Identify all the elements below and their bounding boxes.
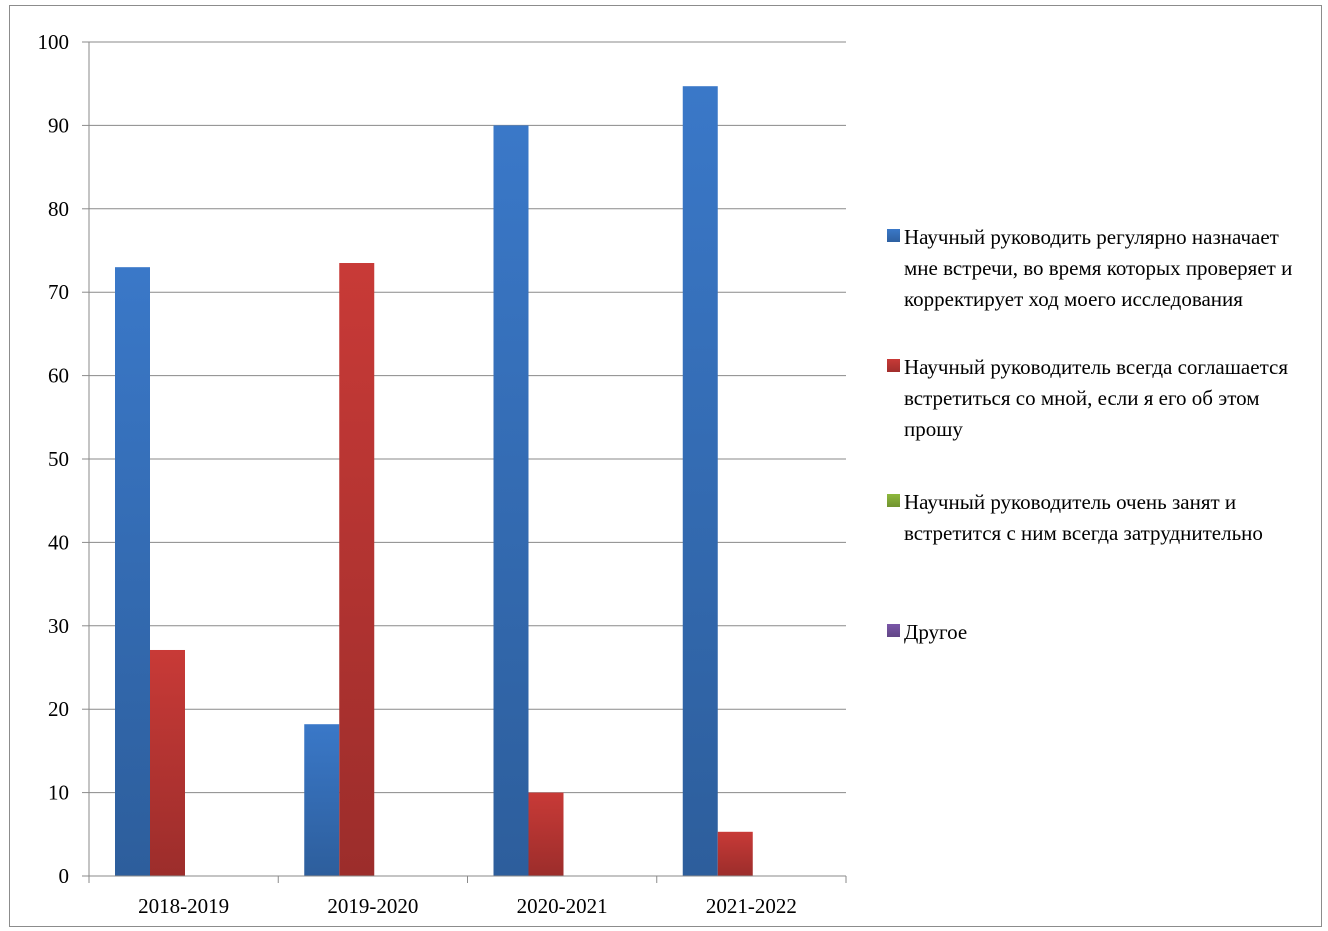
bar [528, 792, 564, 876]
legend-label: Другое [904, 620, 968, 644]
x-tick-label: 2019-2020 [327, 894, 418, 918]
x-tick-label: 2018-2019 [138, 894, 229, 918]
y-tick-label: 30 [48, 614, 69, 638]
y-tick-label: 50 [48, 447, 69, 471]
legend-swatch-icon [887, 494, 900, 507]
bars [115, 86, 753, 876]
legend-label: Научный руководить регулярно назначает м… [904, 225, 1293, 311]
y-tick-label: 40 [48, 530, 69, 554]
y-tick-labels: 0 10 20 30 40 50 60 70 80 90 100 [38, 30, 70, 888]
gridlines [89, 41, 846, 877]
bar [150, 649, 185, 876]
bar [493, 125, 529, 876]
y-tick-label: 90 [48, 113, 69, 137]
bar [339, 263, 375, 876]
bar [717, 831, 753, 876]
y-tick-label: 60 [48, 364, 69, 388]
y-tick-label: 10 [48, 781, 69, 805]
legend-label: Научный руководитель очень занят и встре… [904, 490, 1263, 545]
legend-label: Научный руководитель всегда соглашается … [904, 355, 1288, 441]
x-tick-label: 2021-2022 [706, 894, 797, 918]
y-tick-label: 100 [38, 30, 70, 54]
legend-entry: Другое [887, 617, 1314, 648]
y-tick-label: 70 [48, 280, 69, 304]
y-tick-label: 20 [48, 697, 69, 721]
y-tick-label: 80 [48, 197, 69, 221]
x-tick-label: 2020-2021 [517, 894, 608, 918]
x-tick-labels: 2018-2019 2019-2020 2020-2021 2021-2022 [138, 894, 797, 918]
bar [304, 724, 340, 876]
bar [682, 86, 718, 876]
chart-frame [9, 5, 1322, 927]
legend-entry: Научный руководитель очень занят и встре… [887, 487, 1314, 549]
axes [82, 41, 847, 883]
legend-entry: Научный руководитель всегда соглашается … [887, 352, 1314, 445]
legend-entry: Научный руководить регулярно назначает м… [887, 222, 1314, 315]
legend-swatch-icon [887, 229, 900, 242]
bar [115, 267, 150, 876]
legend-swatch-icon [887, 624, 900, 637]
legend-swatch-icon [887, 359, 900, 372]
y-tick-label: 0 [59, 864, 70, 888]
